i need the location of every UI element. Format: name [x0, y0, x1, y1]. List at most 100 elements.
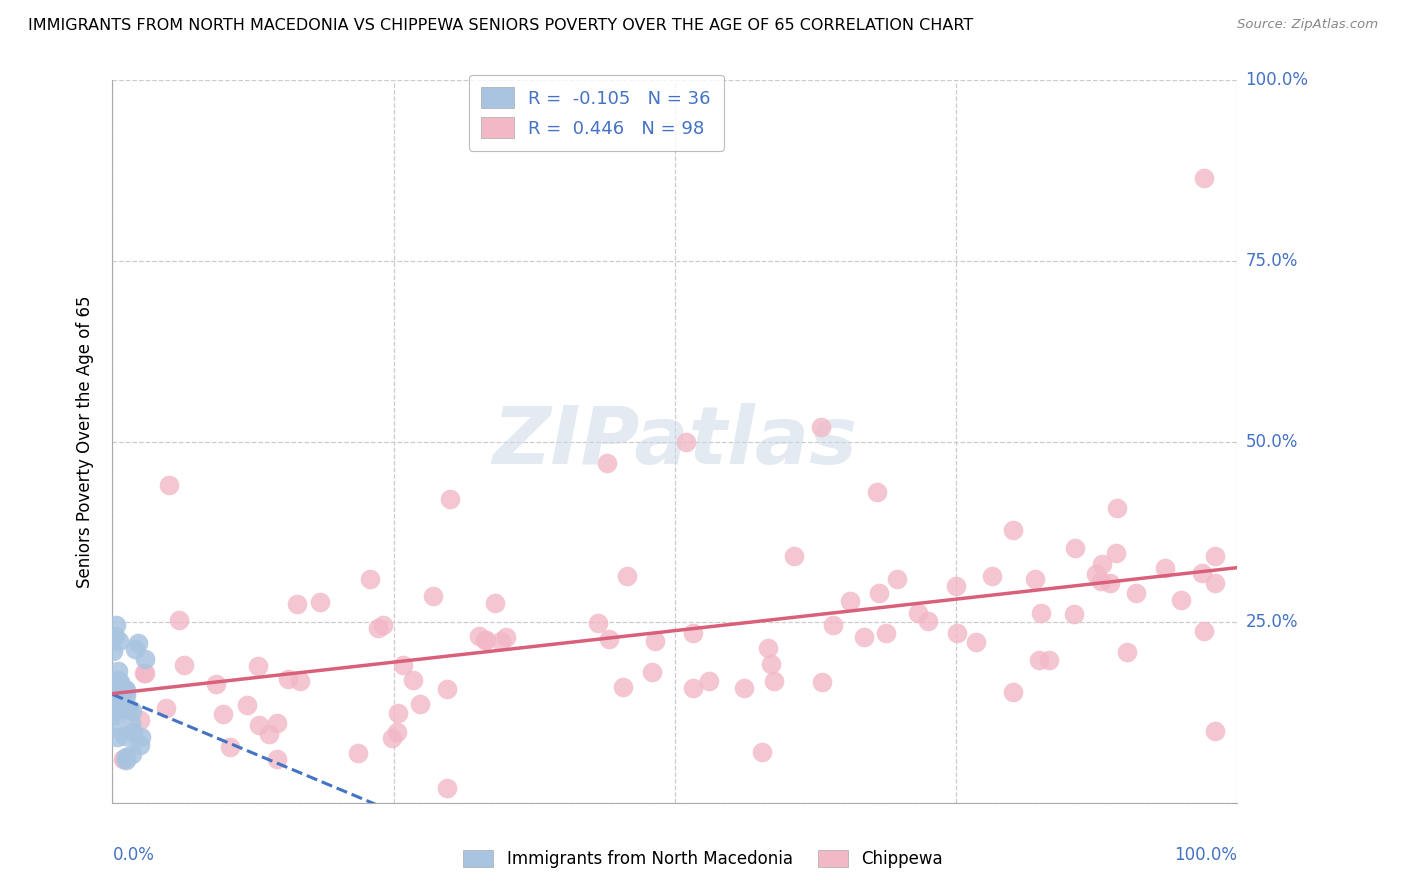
Point	[107, 664, 129, 678]
Point	[129, 730, 152, 744]
Point	[1154, 561, 1177, 575]
Text: 25.0%: 25.0%	[1246, 613, 1298, 632]
Point	[385, 725, 408, 739]
Point	[981, 569, 1004, 583]
Point	[1091, 558, 1114, 572]
Point	[1090, 574, 1112, 588]
Point	[108, 682, 131, 697]
Point	[367, 621, 389, 635]
Point	[675, 434, 697, 449]
Point	[945, 579, 967, 593]
Point	[758, 641, 780, 656]
Point	[114, 730, 136, 744]
Point	[439, 492, 461, 507]
Point	[598, 632, 620, 646]
Point	[682, 625, 704, 640]
Point	[733, 681, 755, 695]
Point	[104, 629, 127, 643]
Point	[868, 586, 890, 600]
Point	[1099, 575, 1122, 590]
Point	[371, 617, 394, 632]
Point	[484, 596, 506, 610]
Text: 100.0%: 100.0%	[1246, 71, 1309, 89]
Point	[917, 615, 939, 629]
Point	[436, 682, 458, 697]
Point	[586, 615, 609, 630]
Point	[285, 597, 308, 611]
Point	[115, 749, 138, 764]
Point	[128, 713, 150, 727]
Point	[616, 568, 638, 582]
Point	[107, 703, 129, 717]
Point	[1204, 549, 1226, 563]
Point	[155, 700, 177, 714]
Point	[134, 665, 156, 680]
Point	[965, 635, 987, 649]
Point	[475, 632, 498, 647]
Point	[121, 747, 143, 761]
Point	[277, 672, 299, 686]
Point	[120, 715, 142, 730]
Point	[111, 695, 134, 709]
Text: 100.0%: 100.0%	[1174, 847, 1237, 864]
Point	[1116, 645, 1139, 659]
Point	[866, 485, 889, 500]
Point	[169, 613, 191, 627]
Point	[1001, 685, 1024, 699]
Point	[436, 781, 458, 796]
Point	[644, 634, 666, 648]
Point	[112, 752, 135, 766]
Point	[257, 727, 280, 741]
Point	[266, 751, 288, 765]
Point	[392, 658, 415, 673]
Point	[121, 704, 143, 718]
Point	[115, 753, 138, 767]
Point	[347, 746, 370, 760]
Point	[118, 700, 141, 714]
Point	[682, 681, 704, 695]
Point	[596, 456, 619, 470]
Point	[173, 657, 195, 672]
Point	[103, 708, 125, 723]
Point	[875, 626, 897, 640]
Point	[108, 674, 131, 689]
Point	[422, 589, 444, 603]
Point	[117, 701, 139, 715]
Point	[409, 697, 432, 711]
Point	[1105, 546, 1128, 560]
Point	[387, 706, 409, 721]
Point	[823, 618, 845, 632]
Point	[359, 572, 381, 586]
Point	[474, 633, 496, 648]
Point	[134, 652, 156, 666]
Point	[945, 626, 967, 640]
Point	[112, 752, 135, 766]
Point	[886, 572, 908, 586]
Point	[1192, 624, 1215, 639]
Point	[266, 716, 288, 731]
Point	[132, 665, 155, 680]
Point	[247, 658, 270, 673]
Point	[640, 665, 662, 679]
Point	[129, 738, 152, 752]
Point	[1063, 607, 1085, 621]
Point	[699, 673, 721, 688]
Text: Source: ZipAtlas.com: Source: ZipAtlas.com	[1237, 18, 1378, 31]
Legend: R =  -0.105   N = 36, R =  0.446   N = 98: R = -0.105 N = 36, R = 0.446 N = 98	[468, 75, 724, 151]
Point	[1191, 566, 1213, 581]
Point	[112, 702, 135, 716]
Point	[1170, 593, 1192, 607]
Point	[1024, 572, 1046, 586]
Text: 0.0%: 0.0%	[112, 847, 155, 864]
Point	[1063, 541, 1085, 555]
Point	[907, 606, 929, 620]
Point	[288, 674, 311, 689]
Point	[783, 549, 806, 563]
Point	[101, 643, 124, 657]
Point	[853, 630, 876, 644]
Point	[1204, 576, 1226, 591]
Point	[1031, 606, 1053, 620]
Point	[219, 740, 242, 755]
Text: ZIPatlas: ZIPatlas	[492, 402, 858, 481]
Text: 50.0%: 50.0%	[1246, 433, 1298, 450]
